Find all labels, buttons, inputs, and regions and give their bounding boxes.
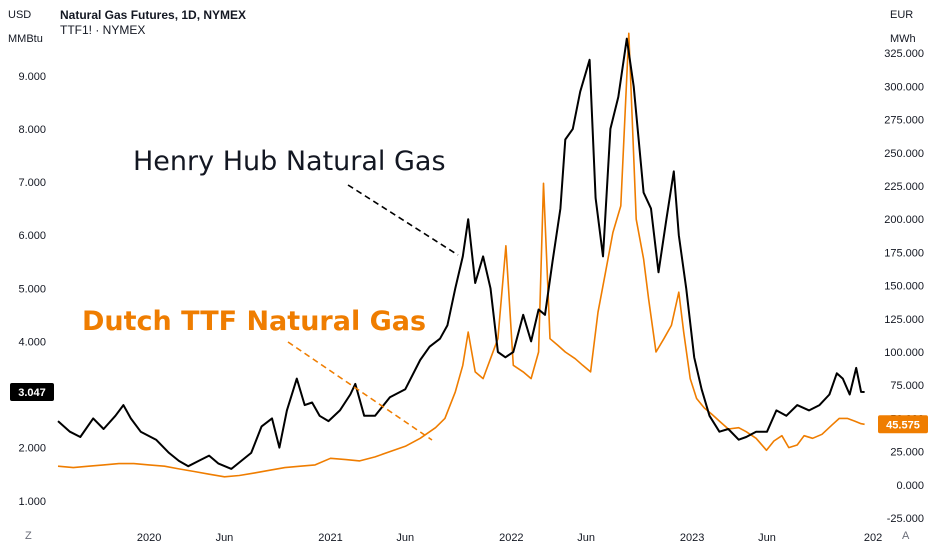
- left-tick-label: 5.000: [18, 283, 46, 295]
- henry-hub-last-value: 3.047: [18, 387, 46, 399]
- x-tick-label: 2022: [499, 532, 523, 544]
- left-tick-label: 4.000: [18, 336, 46, 348]
- x-tick-label: 2021: [318, 532, 342, 544]
- right-axis-unit[interactable]: EUR MWh: [890, 8, 916, 46]
- left-axis-currency: USD: [8, 9, 32, 21]
- right-tick-label: 150.000: [884, 281, 924, 293]
- left-axis-ticks: 1.0002.0003.0004.0005.0006.0007.0008.000…: [18, 71, 46, 508]
- right-tick-label: 275.000: [884, 115, 924, 127]
- ttf-last-value: 45.575: [886, 419, 920, 431]
- left-tick-label: 7.000: [18, 177, 46, 189]
- right-tick-label: 25.000: [890, 447, 924, 459]
- left-tick-label: 2.000: [18, 443, 46, 455]
- right-tick-label: 325.000: [884, 48, 924, 60]
- right-tick-label: 175.000: [884, 247, 924, 259]
- henry-hub-annotation: Henry Hub Natural Gas: [133, 146, 446, 177]
- annotation-layer: Henry Hub Natural Gas Dutch TTF Natural G…: [82, 146, 459, 441]
- henry-hub-last-badge: [10, 383, 54, 402]
- x-tick-label: Jun: [577, 532, 595, 544]
- right-tick-label: 300.000: [884, 81, 924, 93]
- right-tick-label: 250.000: [884, 148, 924, 160]
- left-tick-label: 8.000: [18, 124, 46, 136]
- right-tick-label: 225.000: [884, 181, 924, 193]
- right-tick-label: 125.000: [884, 314, 924, 326]
- x-axis-ticks: 2020 Jun 2021 Jun 2022 Jun 2023 Jun 202: [137, 532, 882, 544]
- right-axis-unit-label: MWh: [890, 33, 916, 45]
- ttf-annotation: Dutch TTF Natural Gas: [82, 306, 426, 337]
- zoom-button[interactable]: Z: [25, 530, 32, 542]
- left-tick-label: 6.000: [18, 230, 46, 242]
- chart-title: Natural Gas Futures, 1D, NYMEX: [60, 8, 247, 22]
- chart-header: Natural Gas Futures, 1D, NYMEX TTF1! · N…: [60, 8, 246, 38]
- henry-hub-series-line: [57, 37, 865, 470]
- right-axis-ticks: -25.0000.00025.00050.00075.000100.000125…: [884, 48, 924, 525]
- right-tick-label: 100.000: [884, 347, 924, 359]
- chart-subtitle: TTF1! · NYMEX: [60, 23, 146, 37]
- ttf-last-badge: [878, 415, 928, 434]
- x-tick-label: Jun: [216, 532, 234, 544]
- left-axis-unit[interactable]: USD MMBtu: [8, 8, 43, 46]
- left-tick-label: 9.000: [18, 71, 46, 83]
- right-tick-label: 200.000: [884, 214, 924, 226]
- right-tick-label: 75.000: [890, 380, 924, 392]
- ttf-pointer: [287, 341, 433, 441]
- right-axis-currency: EUR: [890, 9, 914, 21]
- x-tick-label: Jun: [758, 532, 776, 544]
- x-tick-label: 2023: [680, 532, 704, 544]
- right-tick-label: 0.000: [896, 480, 924, 492]
- series-layer: [57, 32, 865, 478]
- x-tick-label: Jun: [396, 532, 414, 544]
- left-axis-unit-label: MMBtu: [8, 33, 43, 45]
- left-tick-label: 1.000: [18, 496, 46, 508]
- henry-hub-pointer: [347, 184, 459, 256]
- auto-scale-button[interactable]: A: [902, 530, 910, 542]
- last-value-badges: 3.047 45.575: [10, 383, 928, 434]
- right-tick-label: -25.000: [887, 513, 924, 525]
- ttf-series-line: [57, 32, 865, 478]
- x-tick-label: 2020: [137, 532, 161, 544]
- x-tick-label: 202: [864, 532, 882, 544]
